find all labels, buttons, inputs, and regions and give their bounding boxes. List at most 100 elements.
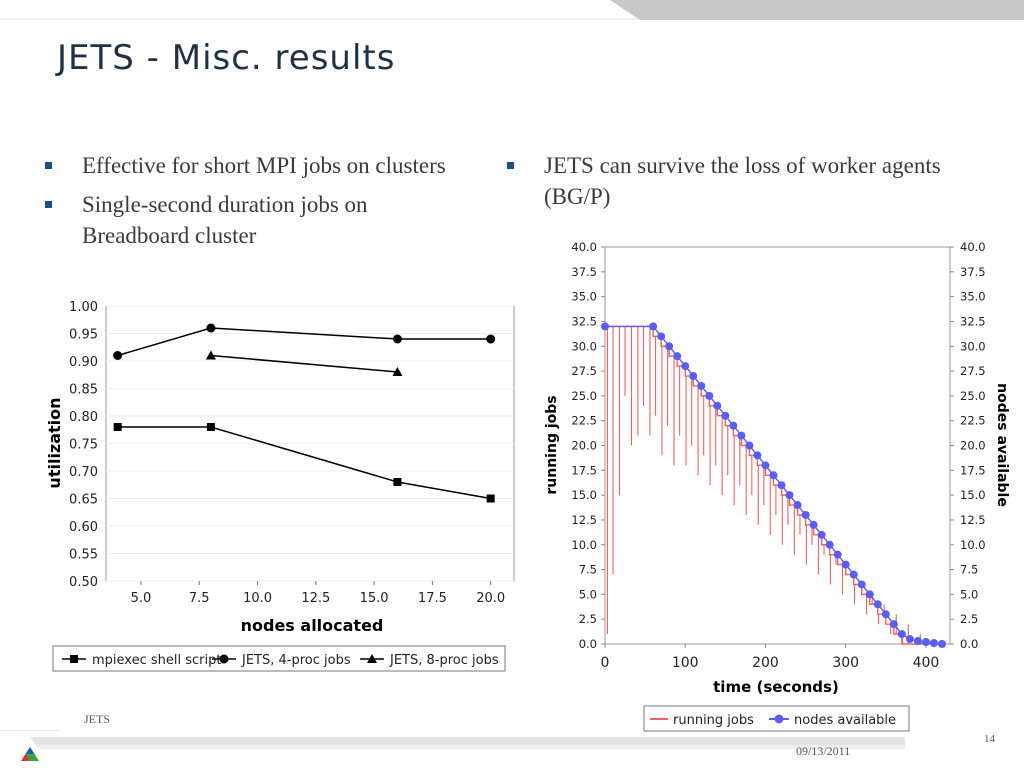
nodes-available-point: [649, 322, 658, 331]
nodes-available-point: [665, 342, 674, 351]
data-point: [113, 423, 122, 431]
page-title: JETS - Misc. results: [57, 38, 396, 78]
nodes-available-point: [753, 451, 762, 460]
y-tick-label: 5.0: [579, 587, 597, 601]
nodes-available-point: [737, 431, 746, 440]
nodes-available-point: [809, 520, 818, 529]
y-tick-label: 0.90: [69, 355, 98, 370]
data-point: [392, 334, 402, 344]
legend-label: running jobs: [673, 713, 754, 728]
page-number: 14: [984, 733, 995, 745]
y2-tick-label: 30.0: [960, 339, 986, 353]
nodes-available-point: [865, 590, 874, 599]
data-point: [206, 423, 215, 431]
y2-tick-label: 0.0: [960, 637, 978, 651]
y-tick-label: 0.65: [69, 493, 98, 508]
y2-tick-label: 7.5: [960, 563, 978, 577]
nodes-available-point: [601, 322, 609, 331]
y2-tick-label: 17.5: [960, 463, 986, 477]
right-bullet-list: JETS can survive the loss of worker agen…: [507, 150, 977, 220]
y-tick-label: 0.50: [69, 575, 98, 590]
nodes-available-point: [889, 620, 898, 629]
plot-area: [604, 246, 951, 645]
y2-tick-label: 25.0: [960, 389, 986, 403]
nodes-available-point: [897, 630, 906, 639]
y2-tick-label: 32.5: [960, 314, 986, 328]
y-tick-label: 32.5: [571, 314, 597, 328]
bullet-square-icon: [45, 162, 52, 169]
x-axis-label: nodes allocated: [241, 616, 384, 635]
y-tick-label: 0.70: [69, 465, 98, 480]
x-tick-label: 400: [913, 655, 940, 671]
y-tick-label: 40.0: [571, 240, 597, 254]
series-line: [117, 327, 491, 357]
y2-tick-label: 40.0: [960, 240, 986, 254]
nodes-available-point: [761, 461, 770, 470]
y-tick-label: 0.95: [69, 328, 98, 343]
data-point: [486, 334, 496, 344]
y2-tick-label: 10.0: [960, 538, 986, 552]
y-tick-label: 0.80: [69, 410, 98, 425]
footer-decoration: [0, 730, 905, 761]
data-point: [392, 367, 403, 376]
footer-date: 09/13/2011: [796, 744, 851, 758]
legend-marker: [219, 654, 229, 664]
y2-tick-label: 37.5: [960, 265, 986, 279]
y-tick-label: 0.55: [69, 548, 98, 563]
legend-marker: [367, 654, 377, 663]
y-tick-label: 12.5: [571, 513, 597, 527]
y2-tick-label: 5.0: [960, 587, 978, 601]
data-point: [486, 494, 495, 503]
bullet-item: JETS can survive the loss of worker agen…: [507, 150, 977, 212]
x-tick-label: 10.0: [243, 591, 272, 606]
bullet-item: Single-second duration jobs on Breadboar…: [45, 189, 465, 251]
y-tick-label: 0.0: [579, 637, 597, 651]
nodes-available-point: [729, 421, 738, 430]
y2-tick-label: 12.5: [960, 513, 986, 527]
nodes-available-point: [785, 491, 794, 500]
y-tick-label: 7.5: [579, 563, 597, 577]
y-tick-label: 10.0: [571, 538, 597, 552]
logo-icon: [21, 747, 39, 761]
y2-axis-label: nodes available: [994, 383, 1010, 507]
legend-label: JETS, 4-proc jobs: [241, 653, 351, 668]
x-tick-label: 0: [601, 655, 610, 671]
nodes-available-point: [849, 570, 858, 579]
nodes-available-point: [721, 411, 730, 420]
nodes-available-point: [793, 501, 802, 510]
x-tick-label: 300: [832, 655, 859, 671]
nodes-available-point: [681, 362, 690, 371]
y-tick-label: 22.5: [571, 414, 597, 428]
y-tick-label: 0.85: [69, 383, 98, 398]
y-tick-label: 35.0: [571, 290, 597, 304]
nodes-available-point: [833, 550, 842, 559]
x-tick-label: 12.5: [301, 591, 330, 606]
left-bullet-list: Effective for short MPI jobs on clusters…: [45, 150, 465, 259]
legend: running jobs nodes available: [643, 705, 910, 732]
y-axis-label: utilization: [45, 397, 64, 488]
nodes-available-point: [905, 635, 914, 644]
bullet-square-icon: [45, 201, 52, 208]
y-tick-label: 15.0: [571, 488, 597, 502]
x-tick-label: 17.5: [418, 591, 447, 606]
nodes-available-point: [777, 481, 786, 490]
nodes-available-point: [769, 471, 778, 480]
y2-tick-label: 15.0: [960, 488, 986, 502]
nodes-available-point: [937, 640, 946, 648]
x-tick-label: 15.0: [360, 591, 389, 606]
nodes-available-point: [673, 352, 682, 361]
nodes-available-point: [929, 639, 938, 648]
nodes-available-point: [841, 560, 850, 569]
nodes-available-point: [689, 372, 698, 381]
x-tick-label: 200: [752, 655, 779, 671]
nodes-available-point: [657, 332, 666, 341]
nodes-available-point: [881, 610, 890, 619]
x-tick-label: 100: [672, 655, 699, 671]
y-tick-label: 17.5: [571, 463, 597, 477]
nodes-available-point: [697, 381, 706, 390]
nodes-available-point: [825, 540, 834, 549]
legend: mpiexec shell script JETS, 4-proc jobs JET…: [52, 645, 506, 672]
legend-marker: [70, 655, 78, 663]
header-band: [0, 0, 1024, 20]
y-tick-label: 20.0: [571, 439, 597, 453]
